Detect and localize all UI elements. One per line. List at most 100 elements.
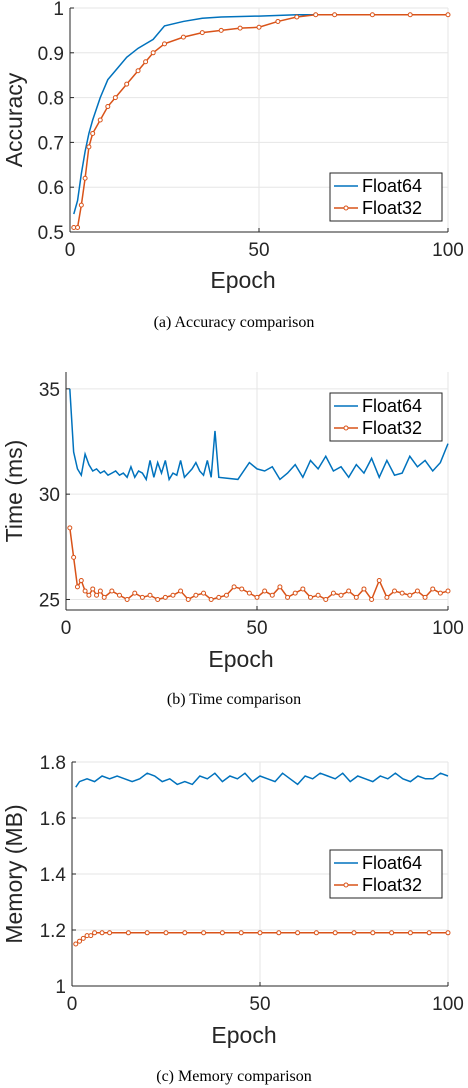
x-axis-label: Epoch xyxy=(211,1022,276,1048)
legend-label: Float64 xyxy=(362,396,422,416)
figure-caption: (b) Time comparison xyxy=(167,691,301,708)
figure-caption: (c) Memory comparison xyxy=(156,1068,312,1085)
data-point-float32 xyxy=(445,12,451,18)
y-tick-label: 1 xyxy=(53,0,64,20)
data-point-float32 xyxy=(74,584,80,590)
y-tick-label: 1.4 xyxy=(40,865,67,886)
data-point-float32 xyxy=(77,938,83,944)
data-point-float32 xyxy=(132,590,138,596)
data-point-float32 xyxy=(353,594,359,600)
data-point-float32 xyxy=(105,104,111,110)
x-tick-label: 50 xyxy=(248,240,269,261)
data-point-float32 xyxy=(199,30,205,36)
data-point-float32 xyxy=(92,930,98,936)
x-tick-label: 0 xyxy=(65,240,76,261)
data-point-float32 xyxy=(170,592,176,598)
y-axis-label: Accuracy xyxy=(1,72,27,167)
data-point-float32 xyxy=(178,588,184,594)
data-point-float32 xyxy=(445,930,451,936)
data-point-float32 xyxy=(82,175,88,181)
data-point-float32 xyxy=(254,594,260,600)
data-point-float32 xyxy=(315,592,321,598)
y-tick-label: 1.2 xyxy=(40,921,66,942)
data-point-float32 xyxy=(180,34,186,40)
data-point-float32 xyxy=(346,588,352,594)
data-point-float32 xyxy=(78,578,84,584)
y-tick-label: 1.6 xyxy=(40,809,66,830)
data-point-float32 xyxy=(75,225,81,231)
data-point-float32 xyxy=(162,594,168,600)
y-tick-label: 30 xyxy=(39,485,60,506)
series-line-float64 xyxy=(69,388,449,482)
data-point-float32 xyxy=(112,95,118,101)
data-point-float32 xyxy=(313,930,319,936)
data-point-float32 xyxy=(285,594,291,600)
data-point-float32 xyxy=(124,596,130,602)
data-point-float32 xyxy=(144,930,150,936)
legend-marker xyxy=(343,882,349,888)
data-point-float32 xyxy=(90,586,96,592)
x-tick-label: 50 xyxy=(246,618,267,639)
data-point-float32 xyxy=(376,578,382,584)
data-point-float32 xyxy=(201,930,207,936)
data-point-float32 xyxy=(125,930,131,936)
data-point-float32 xyxy=(193,592,199,598)
series-line-float32 xyxy=(69,527,449,602)
x-tick-label: 100 xyxy=(432,994,464,1015)
data-point-float32 xyxy=(246,590,252,596)
data-point-float32 xyxy=(82,588,88,594)
data-point-float32 xyxy=(332,12,338,18)
data-point-float32 xyxy=(86,144,92,150)
data-point-float32 xyxy=(437,590,443,596)
data-point-float32 xyxy=(99,930,105,936)
data-point-float32 xyxy=(332,930,338,936)
y-axis-label: Memory (MB) xyxy=(1,804,27,943)
x-axis-label: Epoch xyxy=(210,267,275,293)
data-point-float32 xyxy=(162,41,167,47)
data-point-float32 xyxy=(313,12,319,18)
data-point-float32 xyxy=(101,594,107,600)
data-point-float32 xyxy=(269,592,275,598)
data-point-float32 xyxy=(201,590,207,596)
x-tick-label: 100 xyxy=(432,618,464,639)
data-point-float32 xyxy=(109,588,115,594)
legend-box xyxy=(329,172,443,222)
data-point-float32 xyxy=(73,941,79,947)
data-point-float32 xyxy=(338,592,344,598)
data-point-float32 xyxy=(238,930,244,936)
data-point-float32 xyxy=(275,18,281,24)
data-point-float32 xyxy=(223,592,229,598)
data-point-float32 xyxy=(323,596,329,602)
data-point-float32 xyxy=(392,588,398,594)
data-point-float32 xyxy=(155,596,161,602)
data-point-float32 xyxy=(407,930,413,936)
data-point-float32 xyxy=(276,930,282,936)
data-point-float32 xyxy=(277,584,283,590)
x-tick-label: 0 xyxy=(61,618,72,639)
x-tick-label: 100 xyxy=(432,240,464,261)
data-point-float32 xyxy=(361,586,367,592)
legend-label: Float32 xyxy=(362,198,422,218)
data-point-float32 xyxy=(219,930,225,936)
data-point-float32 xyxy=(292,590,298,596)
legend-box xyxy=(329,392,443,442)
data-point-float32 xyxy=(147,592,153,598)
legend-label: Float32 xyxy=(362,418,422,438)
data-point-float32 xyxy=(135,68,141,74)
y-tick-label: 0.8 xyxy=(38,89,64,110)
data-point-float32 xyxy=(384,594,390,600)
legend-label: Float64 xyxy=(362,853,422,873)
memory-panel: 1 1.2 1.4 1.6 1.8 0 50 100 Epoch Memory (MB) Float… xyxy=(1,753,464,1085)
data-point-float32 xyxy=(407,592,413,598)
time-panel: 25 30 35 0 50 100 Epoch Time (ms) Float64Float32… xyxy=(1,372,464,708)
data-point-float32 xyxy=(88,933,94,939)
data-point-float32 xyxy=(139,594,145,600)
legend-label: Float32 xyxy=(362,875,422,895)
data-point-float32 xyxy=(97,588,103,594)
data-point-float32 xyxy=(399,590,405,596)
data-point-float32 xyxy=(239,586,245,592)
legend-marker xyxy=(343,205,349,211)
data-point-float32 xyxy=(143,59,149,65)
data-point-float32 xyxy=(426,930,432,936)
data-point-float32 xyxy=(71,554,77,560)
